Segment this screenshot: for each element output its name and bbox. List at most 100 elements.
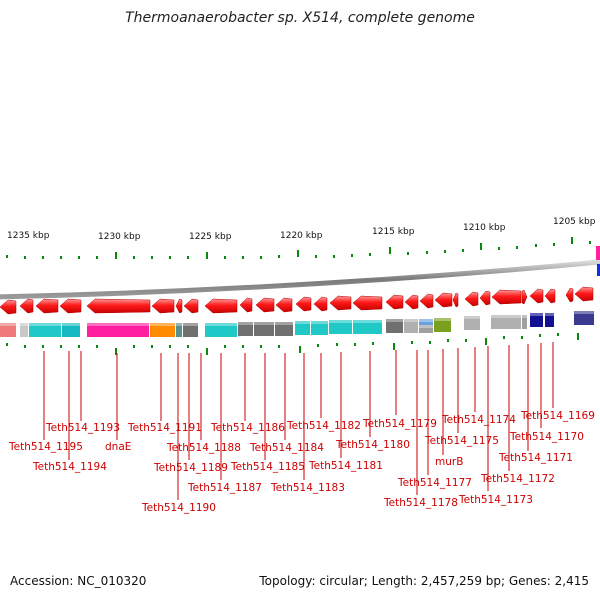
gene-arrow (86, 298, 151, 314)
feature-bar (419, 325, 433, 333)
scale-tick (535, 244, 537, 247)
feature-bar (205, 323, 237, 337)
feature-bar (574, 311, 594, 325)
scale-tick (187, 256, 189, 259)
scale-tick (24, 345, 26, 348)
scale-tick (96, 256, 98, 259)
label-leader-lines (43, 342, 554, 500)
scale-tick (42, 256, 44, 259)
scale-tick (60, 345, 62, 348)
kbp-label: 1205 kbp (553, 217, 596, 227)
feature-bar-highlight (238, 322, 253, 325)
gene-arrow (352, 295, 383, 311)
gene-label: Teth514_1175 (424, 435, 499, 447)
gene-arrow (275, 297, 293, 313)
feature-bar (464, 316, 480, 330)
scale-tick (369, 253, 371, 256)
gene-label: Teth514_1181 (308, 460, 383, 472)
scale-tick (444, 250, 446, 253)
gene-arrow (434, 292, 453, 308)
gene-arrow (452, 292, 459, 308)
scale-tick (498, 247, 500, 250)
scale-tick (389, 247, 391, 254)
feature-bar (545, 313, 554, 327)
gene-label: Teth514_1194 (32, 461, 107, 473)
gene-arrow (491, 289, 522, 305)
feature-bar-highlight (62, 323, 80, 326)
gene-label: Teth514_1174 (441, 414, 516, 426)
feature-bar-highlight (464, 316, 480, 319)
gene-arrow (183, 298, 199, 314)
feature-bar-highlight (404, 319, 418, 322)
feature-bar-highlight (176, 323, 182, 326)
scale-tick (589, 241, 591, 244)
kbp-label: 1210 kbp (463, 223, 506, 233)
gene-label: Teth514_1171 (498, 452, 573, 464)
feature-bar (386, 319, 403, 333)
scale-tick (571, 237, 573, 244)
gene-arrow (295, 296, 312, 312)
gene-label: Teth514_1183 (270, 482, 345, 494)
scale-tick (480, 243, 482, 250)
gene-label: Teth514_1193 (45, 422, 120, 434)
scale-tick (447, 339, 449, 342)
feature-bar (238, 322, 253, 336)
scale-tick (6, 343, 8, 346)
feature-bar (275, 322, 293, 336)
feature-bar-highlight (0, 323, 16, 326)
feature-bar-highlight (491, 315, 521, 318)
feature-bar (254, 322, 274, 336)
gene-arrow (329, 295, 352, 311)
feature-bar-highlight (419, 325, 433, 328)
feature-bar-highlight (295, 321, 310, 324)
scale-tick (516, 246, 518, 249)
scale-tick (151, 345, 153, 348)
scale-tick (133, 345, 135, 348)
scale-tick (553, 243, 555, 246)
gene-label: murB (435, 456, 463, 468)
feature-bar-highlight (311, 321, 328, 324)
kbp-label: 1225 kbp (189, 232, 232, 242)
scale-tick (539, 334, 541, 337)
scale-tick (462, 249, 464, 252)
scale-tick (333, 255, 335, 258)
scale-tick (206, 252, 208, 259)
scale-tick (485, 338, 487, 345)
scale-tick (260, 256, 262, 259)
scale-tick (242, 256, 244, 259)
feature-bar (87, 323, 149, 337)
scale-tick (169, 345, 171, 348)
gene-arrow (529, 288, 544, 304)
gene-label: Teth514_1185 (230, 461, 305, 473)
scale-tick (354, 343, 356, 346)
genome-backbone (0, 259, 600, 300)
scale-tick (78, 345, 80, 348)
scale-tick (278, 345, 280, 348)
scale-tick (351, 254, 353, 257)
feature-bar (0, 323, 16, 337)
gene-label: Teth514_1172 (480, 473, 555, 485)
scale-tick (278, 255, 280, 258)
gene-arrow (565, 287, 574, 303)
feature-bar-highlight (386, 319, 403, 322)
feature-bar (530, 313, 543, 327)
feature-bar-highlight (183, 323, 198, 326)
scale-tick (557, 333, 559, 336)
kbp-label: 1235 kbp (7, 231, 50, 241)
scale-tick (6, 255, 8, 258)
kbp-label: 1220 kbp (280, 231, 323, 241)
scale-tick (60, 256, 62, 259)
feature-bar (311, 321, 328, 335)
gene-arrow (204, 298, 238, 314)
feature-bar-highlight (254, 322, 274, 325)
gene-arrow (59, 298, 82, 314)
genome-summary-text: Topology: circular; Length: 2,457,259 bp… (259, 574, 589, 588)
scale-tick (224, 345, 226, 348)
feature-bar-highlight (353, 320, 382, 323)
feature-bar (295, 321, 310, 335)
feature-bar (522, 315, 527, 329)
gene-arrow (255, 297, 275, 313)
scale-tick (577, 333, 579, 340)
gene-label: Teth514_1191 (127, 422, 202, 434)
scale-tick (206, 348, 208, 355)
